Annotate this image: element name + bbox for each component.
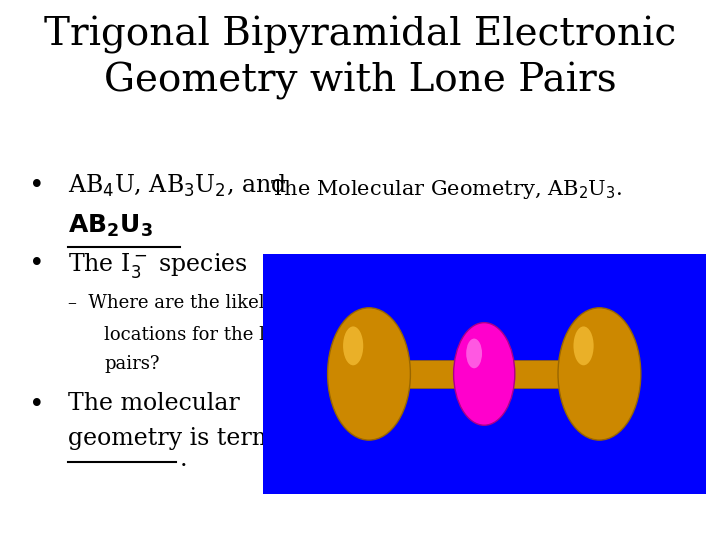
Text: •: • [29,251,45,276]
Text: •: • [29,173,45,198]
Text: –  Where are the likely: – Where are the likely [68,294,275,312]
Ellipse shape [467,339,482,368]
Text: The I$_3^-$ species: The I$_3^-$ species [68,251,248,280]
Ellipse shape [454,322,515,426]
Bar [494,360,573,388]
Text: Trigonal Bipyramidal Electronic
Geometry with Lone Pairs: Trigonal Bipyramidal Electronic Geometry… [44,16,676,99]
Text: geometry is termed as: geometry is termed as [68,427,338,450]
Text: AB$_4$U, AB$_3$U$_2$, and: AB$_4$U, AB$_3$U$_2$, and [68,173,287,199]
Text: The molecular: The molecular [68,392,240,415]
Ellipse shape [573,326,593,365]
Ellipse shape [558,308,641,440]
Text: locations for the lone: locations for the lone [104,326,299,343]
Text: The Molecular Geometry, AB$_2$U$_3$.: The Molecular Geometry, AB$_2$U$_3$. [270,178,622,201]
Text: $\mathbf{AB_2U_3}$: $\mathbf{AB_2U_3}$ [68,213,153,240]
Bar [396,360,475,388]
Ellipse shape [328,308,410,440]
Ellipse shape [343,326,364,365]
Text: pairs?: pairs? [104,355,160,373]
Bar [263,254,706,494]
Text: .: . [179,448,187,471]
Text: •: • [29,392,45,416]
